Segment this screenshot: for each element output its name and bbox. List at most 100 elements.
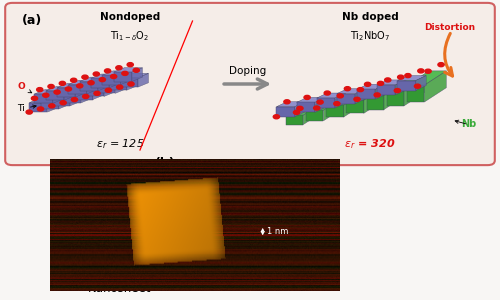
Circle shape [317,100,323,104]
Circle shape [60,81,66,86]
Circle shape [42,93,49,97]
Circle shape [88,81,94,85]
Circle shape [324,91,330,95]
Circle shape [93,72,100,76]
Circle shape [66,87,71,91]
Polygon shape [76,83,86,97]
Polygon shape [52,97,70,106]
Polygon shape [304,108,314,124]
Polygon shape [398,76,426,81]
Circle shape [122,71,128,75]
Circle shape [116,66,122,70]
Circle shape [354,97,360,101]
Polygon shape [326,105,344,117]
Polygon shape [68,85,86,94]
Polygon shape [346,100,364,113]
Text: Nanosheet: Nanosheet [88,282,152,295]
Polygon shape [377,85,396,95]
Polygon shape [48,98,58,112]
Polygon shape [357,89,376,99]
Polygon shape [114,72,132,82]
Circle shape [304,95,310,99]
Polygon shape [315,98,326,112]
Polygon shape [344,96,358,117]
FancyBboxPatch shape [5,3,495,165]
Polygon shape [357,84,386,89]
Polygon shape [376,84,386,99]
Polygon shape [387,77,424,90]
Circle shape [414,84,420,88]
Polygon shape [120,71,131,85]
Circle shape [32,96,38,100]
Polygon shape [366,83,402,95]
Polygon shape [82,89,92,103]
Polygon shape [276,107,294,117]
Circle shape [94,91,100,95]
Circle shape [438,63,444,67]
Circle shape [425,69,431,73]
Polygon shape [63,89,92,93]
Polygon shape [29,103,48,112]
Text: $\varepsilon_r$ = 320: $\varepsilon_r$ = 320 [344,137,396,151]
Text: (b): (b) [155,157,176,170]
Polygon shape [97,80,126,84]
Polygon shape [377,80,406,85]
Polygon shape [335,93,345,108]
Text: Doping: Doping [229,66,266,76]
Circle shape [70,78,77,82]
Circle shape [364,82,370,86]
Circle shape [297,106,303,110]
Polygon shape [57,83,86,88]
Polygon shape [46,91,64,100]
Polygon shape [326,96,358,105]
Circle shape [384,78,391,82]
Polygon shape [40,100,58,109]
Polygon shape [102,71,131,75]
Text: 1 nm: 1 nm [266,227,288,236]
Circle shape [314,106,320,110]
Polygon shape [296,102,315,112]
Polygon shape [91,74,120,78]
Polygon shape [86,87,104,97]
Polygon shape [98,77,108,91]
Polygon shape [86,80,97,94]
Polygon shape [366,95,384,109]
Text: Nondoped: Nondoped [100,12,160,22]
Polygon shape [86,83,114,87]
Circle shape [76,84,83,88]
Text: Ti$_{1-\delta}$O$_2$: Ti$_{1-\delta}$O$_2$ [110,29,150,43]
Polygon shape [404,77,424,106]
Text: Nb: Nb [462,119,476,129]
Circle shape [133,68,140,72]
Polygon shape [384,83,402,110]
Polygon shape [306,102,336,110]
Polygon shape [120,78,138,87]
Polygon shape [80,77,108,82]
Circle shape [54,90,60,94]
Text: Ti$_2$NbO$_7$: Ti$_2$NbO$_7$ [350,29,390,43]
Polygon shape [64,86,74,100]
Polygon shape [108,76,137,81]
Text: Nb doped: Nb doped [342,12,398,22]
Circle shape [60,101,66,105]
Circle shape [358,88,364,92]
Polygon shape [286,108,314,115]
Circle shape [26,110,32,114]
Polygon shape [46,86,74,91]
Polygon shape [97,84,116,93]
Polygon shape [52,90,64,103]
Polygon shape [114,68,142,72]
Polygon shape [138,74,148,87]
Circle shape [334,102,340,106]
Polygon shape [316,98,335,108]
Polygon shape [337,94,355,104]
Circle shape [337,94,344,98]
Polygon shape [132,68,142,82]
Circle shape [99,78,105,82]
Polygon shape [40,95,70,100]
Circle shape [398,75,404,79]
Polygon shape [29,98,58,103]
Polygon shape [63,93,82,103]
Polygon shape [324,102,336,121]
Circle shape [38,107,44,111]
